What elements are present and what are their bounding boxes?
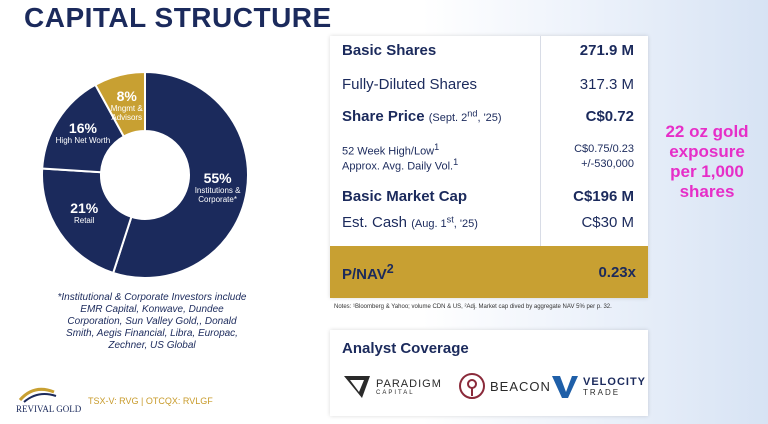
row-market-cap: Basic Market Cap C$196 M (342, 188, 634, 205)
gold-exposure-callout: 22 oz gold exposure per 1,000 shares (665, 122, 749, 201)
avg-volume-label: Approx. Avg. Daily Vol.1 (342, 157, 459, 173)
cash-label: Est. Cash (Aug. 1st, '25) (342, 214, 478, 231)
velocity-name: VELOCITY (583, 375, 647, 388)
donut-slice-institutions (111, 70, 249, 279)
company-name: REVIVAL GOLD (16, 404, 82, 414)
donut-category-institutions: Institutions & Corporate* (194, 186, 241, 205)
row-week-high-low: 52 Week High/Low1 C$0.75/0.23 (342, 140, 634, 159)
week-high-low-label: 52 Week High/Low1 (342, 142, 440, 158)
fd-shares-label: Fully-Diluted Shares (342, 76, 478, 93)
velocity-sub: TRADE (583, 387, 621, 397)
institutional-footnote: *Institutional & Corporate Investors inc… (57, 292, 247, 351)
beacon-logo: BEACON (458, 372, 551, 400)
avg-volume-value: +/-530,000 (581, 158, 634, 171)
donut-label-institutions: 55% Institutions & Corporate* (190, 170, 246, 204)
market-cap-label: Basic Market Cap (342, 188, 468, 205)
cash-value: C$30 M (581, 214, 634, 231)
velocity-icon (552, 376, 578, 398)
paradigm-logo: PARADIGM CAPITAL (342, 372, 442, 402)
basic-shares-label: Basic Shares (342, 42, 437, 59)
donut-category-retail: Retail (73, 216, 95, 226)
row-fd-shares: Fully-Diluted Shares 317.3 M (342, 76, 634, 93)
capital-structure-donut (41, 70, 249, 279)
donut-slice-management (94, 70, 146, 138)
velocity-logo: VELOCITY TRADE (550, 372, 646, 400)
pnav-row: P/NAV2 0.23x (330, 246, 648, 298)
donut-category-high-net-worth: High Net Worth (55, 135, 111, 145)
share-price-value: C$0.72 (585, 108, 634, 125)
donut-pct-institutions: 55% (203, 170, 232, 187)
beacon-icon (459, 373, 485, 399)
row-cash: Est. Cash (Aug. 1st, '25) C$30 M (342, 214, 634, 231)
revival-gold-logo: REVIVAL GOLD (16, 387, 82, 414)
paradigm-name: PARADIGM (376, 378, 442, 390)
row-avg-volume: Approx. Avg. Daily Vol.1 +/-530,000 (342, 155, 634, 174)
beacon-name: BEACON (490, 378, 551, 394)
donut-pct-retail: 21% (70, 200, 99, 217)
donut-label-retail: 21% Retail (56, 200, 112, 225)
week-high-low-value: C$0.75/0.23 (574, 143, 634, 156)
table-notes: Notes: ¹Bloomberg & Yahoo; volume CDN & … (334, 304, 612, 310)
share-price-label: Share Price (Sept. 2nd, '25) (342, 108, 502, 125)
share-structure-table: Basic Shares 271.9 M Fully-Diluted Share… (330, 36, 648, 298)
donut-slice-retail (41, 167, 133, 275)
pnav-value: 0.23x (598, 263, 636, 281)
ticker-text: TSX-V: RVG | OTCQX: RVLGF (88, 396, 213, 406)
donut-category-management: Mngmt & Advisors (110, 103, 143, 122)
fd-shares-value: 317.3 M (579, 76, 634, 93)
page-title: CAPITAL STRUCTURE (24, 2, 332, 33)
market-cap-value: C$196 M (573, 188, 634, 205)
paradigm-icon (344, 376, 370, 398)
pnav-label: P/NAV2 (342, 261, 394, 283)
row-share-price: Share Price (Sept. 2nd, '25) C$0.72 (342, 108, 634, 125)
table-divider (540, 36, 541, 256)
donut-pct-high-net-worth: 16% (68, 119, 97, 136)
basic-shares-value: 271.9 M (579, 42, 634, 59)
donut-label-high-net-worth: 16% High Net Worth (55, 120, 111, 145)
analyst-heading: Analyst Coverage (342, 340, 469, 357)
donut-pct-management: 8% (116, 87, 137, 104)
donut-label-management: 8% Mngmt & Advisors (99, 88, 155, 122)
paradigm-sub: CAPITAL (376, 390, 415, 396)
row-basic-shares: Basic Shares 271.9 M (342, 42, 634, 59)
analyst-coverage-panel: Analyst Coverage PARADIGM CAPITAL BEACON… (330, 330, 648, 416)
